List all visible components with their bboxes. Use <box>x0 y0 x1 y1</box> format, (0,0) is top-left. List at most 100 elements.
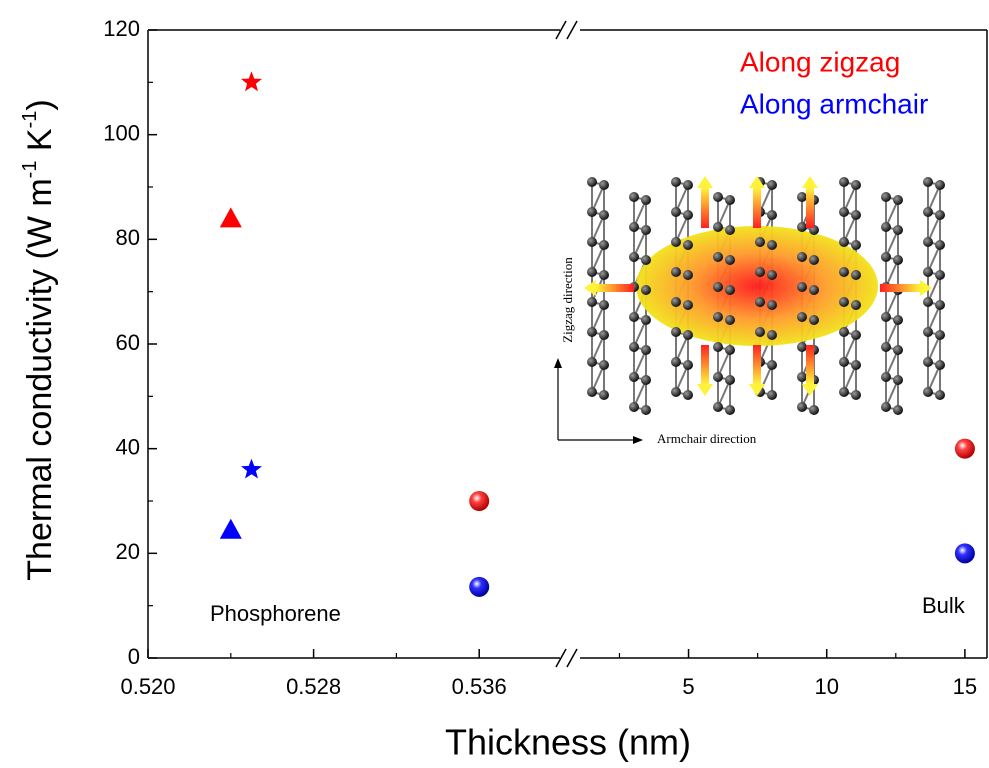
atom <box>599 360 609 370</box>
inset-y-label: Zigzag direction <box>560 257 575 343</box>
atom <box>599 330 609 340</box>
atom <box>629 372 639 382</box>
atom <box>587 207 597 217</box>
inset-axis-head <box>633 436 643 444</box>
x-tick-label: 0.520 <box>120 674 175 699</box>
atom <box>923 207 933 217</box>
x-tick-label: 5 <box>682 674 694 699</box>
atom <box>881 312 891 322</box>
axis-break <box>555 648 567 668</box>
y-axis-label-part: -1 <box>19 111 41 129</box>
inset <box>554 176 945 444</box>
atom <box>767 210 777 220</box>
atom <box>641 405 651 415</box>
atom <box>851 390 861 400</box>
atom <box>629 342 639 352</box>
atom <box>671 387 681 397</box>
atom <box>767 390 777 400</box>
atom <box>935 300 945 310</box>
axis-break <box>566 648 578 668</box>
atom <box>839 387 849 397</box>
annotation: Bulk <box>922 593 966 618</box>
atom <box>599 240 609 250</box>
atom <box>935 330 945 340</box>
atom <box>851 180 861 190</box>
atom <box>725 225 735 235</box>
y-axis-label: Thermal conductivity (W m-1 K-1) <box>19 99 59 580</box>
atom <box>713 192 723 202</box>
atom <box>629 312 639 322</box>
atom <box>641 225 651 235</box>
atom <box>839 207 849 217</box>
y-tick-label: 60 <box>116 330 140 355</box>
arrow-shaft <box>880 284 920 292</box>
atom <box>641 195 651 205</box>
arrow-head <box>802 384 818 396</box>
atom <box>755 327 765 337</box>
atom <box>599 390 609 400</box>
atom <box>893 375 903 385</box>
atom <box>641 255 651 265</box>
atom <box>893 255 903 265</box>
legend-entry: Along armchair <box>740 88 928 119</box>
atom <box>767 180 777 190</box>
atom <box>683 330 693 340</box>
axis-break <box>566 20 578 40</box>
atom <box>599 270 609 280</box>
atom <box>587 237 597 247</box>
atom <box>587 177 597 187</box>
arrow-shaft <box>701 345 709 384</box>
y-axis-label-part: ) <box>21 99 59 110</box>
atom <box>797 342 807 352</box>
atom <box>797 222 807 232</box>
atom <box>893 345 903 355</box>
atom <box>851 300 861 310</box>
atom <box>839 357 849 367</box>
atom <box>683 180 693 190</box>
atom <box>881 342 891 352</box>
atom <box>851 240 861 250</box>
atom <box>683 270 693 280</box>
atom <box>809 405 819 415</box>
atom <box>641 375 651 385</box>
atom <box>935 210 945 220</box>
atom <box>725 315 735 325</box>
axes <box>147 20 988 668</box>
arrow-shaft <box>753 188 761 228</box>
arrow-head <box>584 280 596 296</box>
atom <box>893 315 903 325</box>
atom <box>923 297 933 307</box>
atom <box>851 330 861 340</box>
arrow-head <box>920 280 932 296</box>
atom <box>767 270 777 280</box>
atom <box>923 267 933 277</box>
atom <box>671 177 681 187</box>
y-tick-label: 20 <box>116 539 140 564</box>
point <box>954 438 975 459</box>
atom <box>923 387 933 397</box>
x-tick-label: 10 <box>814 674 838 699</box>
atom <box>683 240 693 250</box>
atom <box>923 237 933 247</box>
atom <box>671 327 681 337</box>
atom <box>839 267 849 277</box>
inset-x-label: Armchair direction <box>657 431 757 446</box>
atom <box>713 222 723 232</box>
atom <box>935 360 945 370</box>
x-tick-label: 15 <box>953 674 977 699</box>
atom <box>587 327 597 337</box>
atom <box>683 300 693 310</box>
atom <box>809 285 819 295</box>
arrow-head <box>697 384 713 396</box>
y-axis-label-part: K <box>21 128 59 160</box>
atom <box>725 255 735 265</box>
atom <box>725 285 735 295</box>
atom <box>713 312 723 322</box>
point <box>469 491 490 511</box>
atom <box>923 327 933 337</box>
arrow-head <box>749 176 765 188</box>
atom <box>629 192 639 202</box>
atom <box>797 372 807 382</box>
atom <box>587 387 597 397</box>
